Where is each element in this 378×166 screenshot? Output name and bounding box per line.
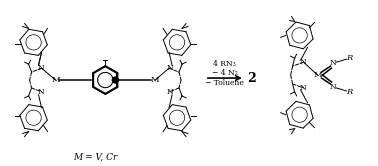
Text: M: M [313,71,322,79]
Text: − Toluene: − Toluene [205,79,244,87]
Text: 2: 2 [247,72,256,84]
Text: N: N [330,83,337,91]
Text: N: N [167,88,174,96]
Text: M = V, Cr: M = V, Cr [73,153,118,162]
Text: N: N [37,64,44,72]
Text: 4 RN₃: 4 RN₃ [214,60,236,68]
Text: N: N [167,64,174,72]
Text: M: M [51,76,60,84]
Text: − 4 N₂: − 4 N₂ [212,69,238,77]
Text: M: M [151,76,160,84]
Text: N: N [330,59,337,67]
Circle shape [112,77,118,83]
Text: N: N [299,58,306,66]
Text: N: N [37,88,44,96]
Text: R: R [346,54,353,62]
Text: N: N [299,84,306,92]
Text: R: R [346,88,353,96]
